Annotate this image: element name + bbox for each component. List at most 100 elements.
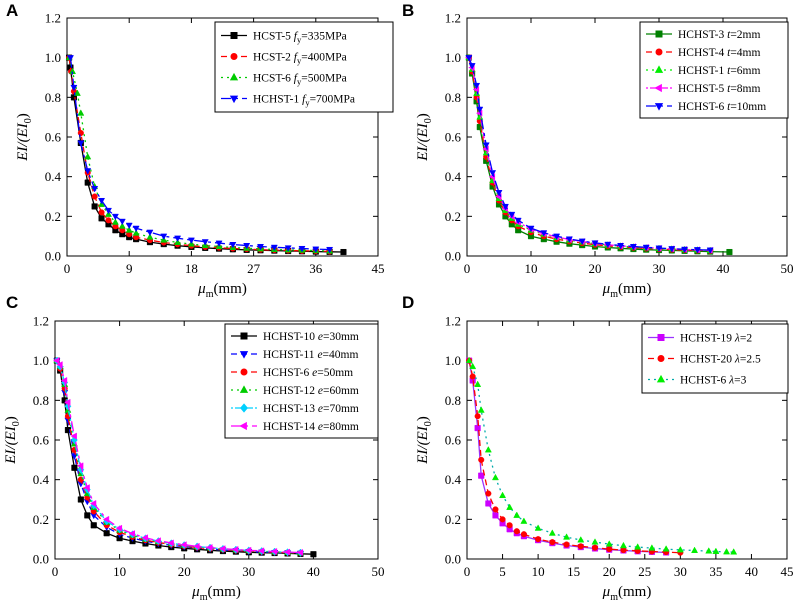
chart-panel-b: B 0 10 20 30 40 50 0.0 0.2 0.4 0.6 0.8 1.0 1.2 μm(mm) E… <box>402 1 794 300</box>
y-tick-label: 0.2 <box>45 209 61 224</box>
x-tick-label: 30 <box>674 564 687 579</box>
data-point <box>229 242 237 249</box>
legend-swatch-marker <box>655 48 663 56</box>
y-tick-label: 0.4 <box>445 169 462 184</box>
x-tick-label: 10 <box>525 261 538 276</box>
data-point <box>118 222 126 229</box>
data-point <box>118 218 126 226</box>
data-point <box>484 446 492 453</box>
x-tick-label: 10 <box>113 564 126 579</box>
y-axis-title: EI/(EI0) <box>415 113 434 161</box>
x-tick-label: 15 <box>567 564 580 579</box>
x-tick-label: 45 <box>781 564 794 579</box>
data-point <box>606 546 613 553</box>
x-tick-label: 45 <box>372 261 385 276</box>
data-point <box>312 246 320 253</box>
legend-entry: HCST-5 fy=335MPa <box>253 31 347 45</box>
data-point <box>115 524 123 532</box>
data-point <box>103 530 110 537</box>
legend-box <box>224 323 379 439</box>
x-tick-label: 40 <box>307 564 320 579</box>
data-point <box>326 246 334 254</box>
series-hchst-6 <box>465 356 738 555</box>
data-point <box>215 240 223 247</box>
legend-entry: HCHST-13 e=70mm <box>263 403 359 415</box>
panel-letter: C <box>6 293 18 312</box>
y-tick-label: 0.6 <box>445 130 462 145</box>
data-point <box>91 193 98 200</box>
y-tick-label: 0.2 <box>33 512 49 527</box>
data-point <box>548 529 556 536</box>
legend-entry: HCHST-12 e=60mm <box>263 385 359 397</box>
data-point <box>491 473 499 481</box>
legend-swatch-marker <box>657 355 665 362</box>
data-point <box>712 547 720 554</box>
legend-swatch-marker <box>230 32 238 39</box>
legend-swatch-marker <box>656 374 666 383</box>
y-tick-label: 0.2 <box>445 512 461 527</box>
legend-entry: HCHST-10 e=30mm <box>263 331 359 343</box>
legend-swatch-marker <box>229 72 239 81</box>
data-point <box>298 245 306 253</box>
data-point <box>187 237 195 245</box>
x-tick-label: 18 <box>185 261 198 276</box>
x-tick-label: 20 <box>603 564 616 579</box>
data-point <box>474 380 482 387</box>
data-point <box>111 218 119 225</box>
data-point <box>501 203 509 211</box>
data-point <box>102 515 110 523</box>
data-point <box>506 522 513 529</box>
data-point <box>604 241 612 249</box>
data-point <box>160 233 168 241</box>
x-tick-label: 36 <box>309 261 323 276</box>
data-point <box>693 247 701 254</box>
data-point <box>104 207 112 215</box>
y-tick-label: 0.0 <box>33 552 49 567</box>
data-point <box>730 548 738 555</box>
panel-letter: B <box>402 1 414 20</box>
y-tick-label: 0.4 <box>445 472 462 487</box>
data-point <box>219 545 226 553</box>
data-point <box>468 63 476 70</box>
data-point <box>146 233 154 240</box>
data-point <box>84 512 91 519</box>
legend-swatch-marker <box>655 30 663 38</box>
y-tick-label: 1.2 <box>445 314 461 329</box>
series-hchst-14 <box>53 357 303 556</box>
x-tick-label: 40 <box>717 261 730 276</box>
y-tick-label: 0.6 <box>45 130 62 145</box>
series-line <box>68 57 330 253</box>
legend-swatch-marker <box>230 53 238 60</box>
legend: HCHST-19 λ=2 HCHST-20 λ=2.5 HCHST-6 λ=3 <box>641 323 789 394</box>
data-point <box>520 531 527 538</box>
data-point <box>469 373 476 380</box>
data-point <box>232 545 239 553</box>
x-tick-label: 50 <box>372 564 385 579</box>
data-point <box>66 55 74 62</box>
x-tick-label: 27 <box>247 261 261 276</box>
y-tick-label: 0.0 <box>45 249 61 264</box>
data-point <box>489 170 497 177</box>
x-tick-label: 30 <box>242 564 255 579</box>
legend-swatch-marker <box>657 334 665 341</box>
data-point <box>565 236 573 243</box>
data-point <box>98 209 105 216</box>
y-tick-label: 1.0 <box>445 50 461 65</box>
series-hchst-1 <box>66 55 334 254</box>
x-tick-label: 9 <box>126 261 133 276</box>
data-point <box>482 142 490 149</box>
data-point <box>146 229 154 237</box>
data-point <box>591 538 599 545</box>
data-point <box>84 152 92 160</box>
y-tick-label: 0.6 <box>445 433 462 448</box>
data-point <box>132 225 140 233</box>
data-point <box>534 524 542 531</box>
legend-entry: HCHST-11 e=40mm <box>263 349 358 361</box>
data-point <box>174 235 182 243</box>
data-point <box>691 546 699 553</box>
data-point <box>578 238 586 246</box>
data-point <box>91 186 99 193</box>
legend-swatch-marker <box>654 103 664 111</box>
data-point <box>629 243 637 251</box>
y-tick-label: 0.4 <box>45 169 62 184</box>
